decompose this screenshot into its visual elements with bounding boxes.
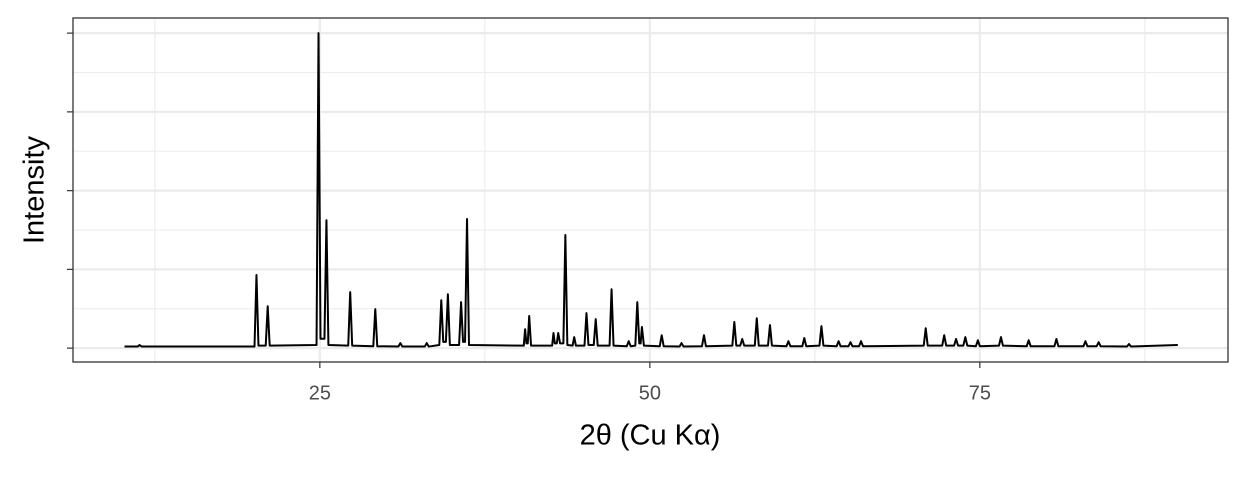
x-tick-label: 25 [309, 382, 331, 404]
y-axis-title: Intensity [19, 136, 51, 244]
data-line [124, 32, 1178, 348]
grid [73, 18, 1228, 362]
x-tick-label: 75 [969, 382, 991, 404]
axes: 25 50 75 [67, 32, 991, 404]
x-tick-label: 50 [639, 382, 661, 404]
x-axis-title: 2θ (Cu Kα) [580, 420, 721, 452]
panel-border [72, 17, 1229, 363]
plot-area [124, 32, 1178, 348]
